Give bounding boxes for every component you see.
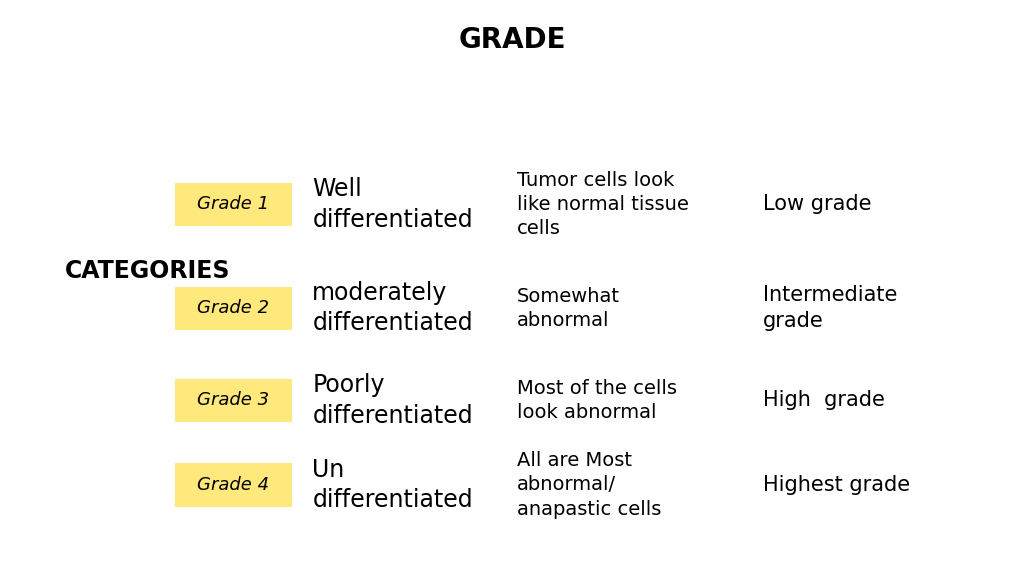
Text: All are Most
abnormal/
anapastic cells: All are Most abnormal/ anapastic cells	[517, 451, 662, 519]
Text: Grade 3: Grade 3	[198, 391, 269, 410]
Text: Tumor cells look
like normal tissue
cells: Tumor cells look like normal tissue cell…	[517, 170, 689, 238]
Text: Highest grade: Highest grade	[763, 475, 910, 495]
Text: CATEGORIES: CATEGORIES	[65, 259, 230, 283]
Text: GRADE: GRADE	[459, 26, 565, 54]
Text: Intermediate
grade: Intermediate grade	[763, 285, 897, 331]
Text: Grade 1: Grade 1	[198, 195, 269, 214]
Text: Low grade: Low grade	[763, 195, 871, 214]
Text: Un
differentiated: Un differentiated	[312, 458, 473, 512]
Text: Somewhat
abnormal: Somewhat abnormal	[517, 286, 621, 330]
Text: Poorly
differentiated: Poorly differentiated	[312, 373, 473, 427]
Text: Well
differentiated: Well differentiated	[312, 177, 473, 232]
Text: Most of the cells
look abnormal: Most of the cells look abnormal	[517, 378, 677, 422]
Text: Grade 2: Grade 2	[198, 299, 269, 317]
Text: Grade 4: Grade 4	[198, 476, 269, 494]
Text: High  grade: High grade	[763, 391, 885, 410]
Text: moderately
differentiated: moderately differentiated	[312, 281, 473, 335]
